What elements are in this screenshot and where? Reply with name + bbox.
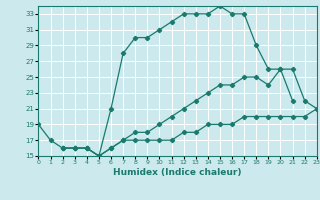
X-axis label: Humidex (Indice chaleur): Humidex (Indice chaleur) bbox=[113, 168, 242, 177]
